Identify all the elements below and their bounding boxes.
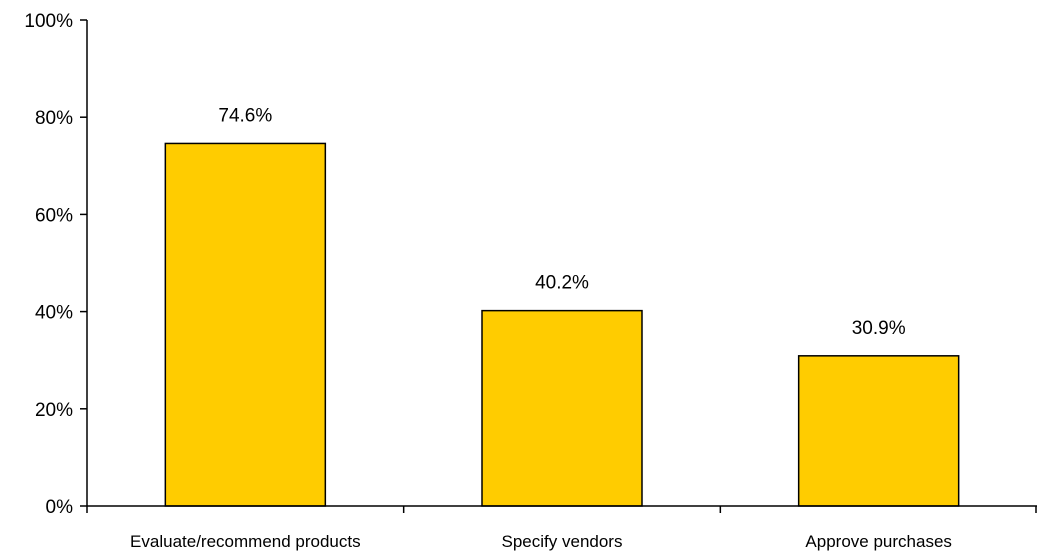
y-tick-label: 40% xyxy=(35,303,73,324)
bar xyxy=(797,355,960,507)
category-label: Approve purchases xyxy=(805,532,951,551)
y-tick-label: 20% xyxy=(35,400,73,421)
category-label: Specify vendors xyxy=(502,532,623,551)
bars xyxy=(164,142,960,507)
bar xyxy=(164,142,327,507)
category-label: Evaluate/recommend products xyxy=(130,532,361,551)
data-label: 30.9% xyxy=(852,318,906,339)
y-tick-label: 100% xyxy=(24,11,73,32)
y-tick-label: 60% xyxy=(35,205,73,226)
data-label: 74.6% xyxy=(218,105,272,126)
y-tick-label: 0% xyxy=(46,497,74,518)
bar xyxy=(481,309,643,507)
category-labels: Evaluate/recommend products Specify vendo… xyxy=(130,532,952,551)
data-labels: 74.6% 40.2% 30.9% xyxy=(218,105,905,338)
y-tick-label: 80% xyxy=(35,108,73,129)
x-axis-ticks xyxy=(86,506,1037,513)
data-label: 40.2% xyxy=(535,273,589,294)
y-axis-ticks: 0% 20% 40% 60% 80% 100% xyxy=(24,11,87,518)
